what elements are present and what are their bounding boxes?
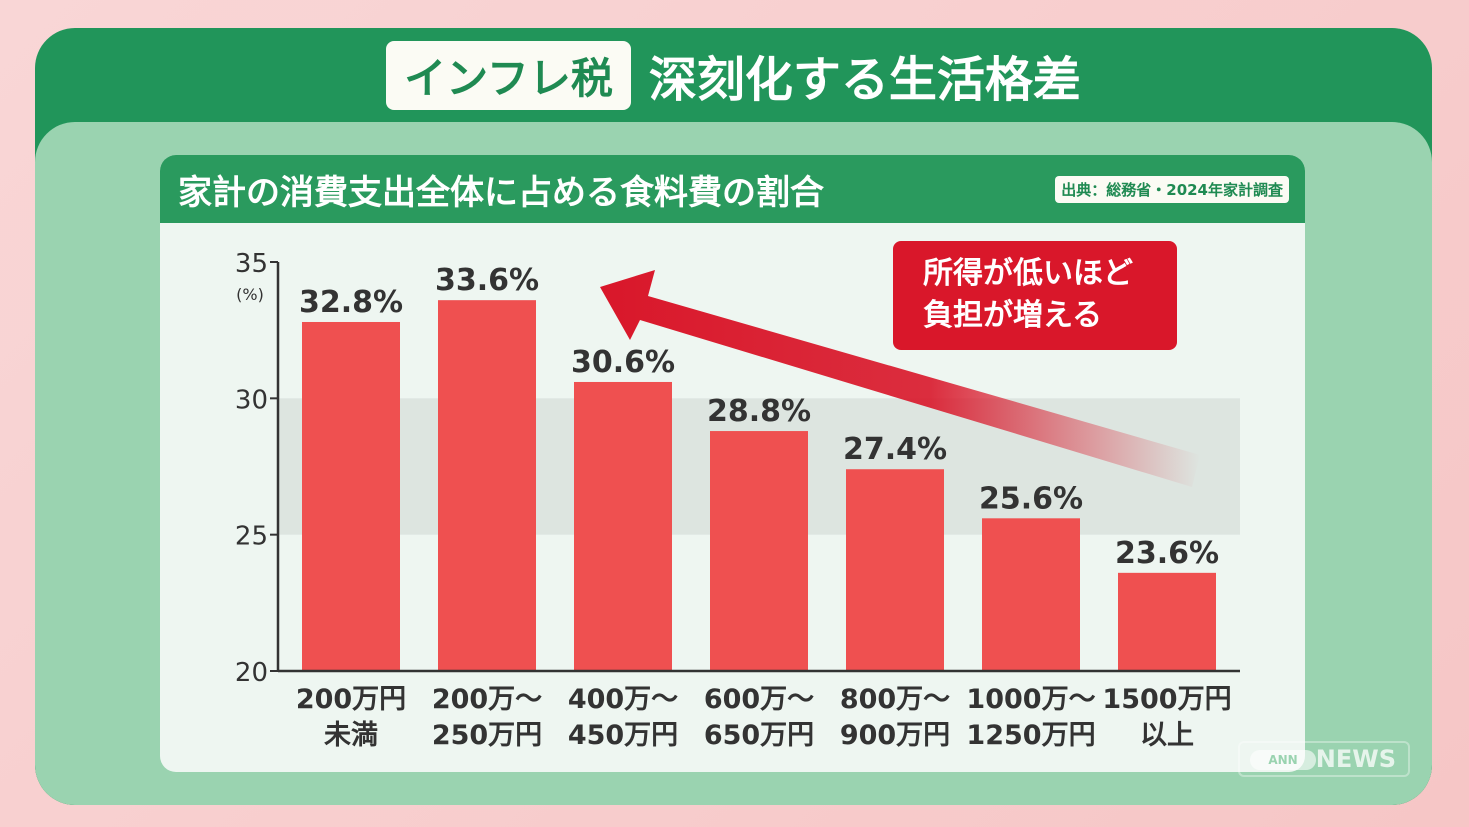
value-label: 28.8% — [707, 394, 811, 429]
x-tick-label: 600万〜 — [704, 684, 814, 715]
value-label: 27.4% — [843, 432, 947, 467]
title-row: インフレ税 深刻化する生活格差 — [35, 28, 1432, 122]
bar — [438, 300, 536, 671]
x-tick-label: 以上 — [1140, 720, 1194, 751]
bar — [710, 431, 808, 671]
callout-box: 所得が低いほど 負担が増える — [893, 241, 1177, 350]
ann-news-logo: ANN NEWS — [1238, 741, 1410, 777]
headline: 深刻化する生活格差 — [648, 52, 1081, 108]
bar — [846, 469, 944, 671]
bar — [574, 381, 672, 671]
x-tick-label: 1250万円 — [966, 720, 1095, 751]
topic-tag: インフレ税 — [386, 40, 631, 110]
chart-title: 家計の消費支出全体に占める食料費の割合 — [178, 172, 824, 213]
callout-line-1: 所得が低いほど — [923, 256, 1133, 291]
bar — [982, 518, 1080, 671]
y-tick-label: 30 — [235, 385, 268, 415]
chart-header: 家計の消費支出全体に占める食料費の割合 出典：総務省・2024年家計調査 — [160, 155, 1305, 223]
x-tick-label: 650万円 — [704, 720, 814, 751]
bar — [1118, 572, 1216, 671]
y-tick-label: 25 — [235, 522, 268, 552]
value-label: 25.6% — [979, 481, 1083, 516]
x-tick-label: 800万〜 — [840, 684, 950, 715]
value-label: 30.6% — [571, 345, 675, 380]
x-tick-label: 200万円 — [296, 684, 406, 715]
logo-text: NEWS — [1315, 745, 1396, 773]
value-label: 33.6% — [435, 263, 539, 298]
x-tick-label: 1500万円 — [1102, 684, 1231, 715]
x-tick-label: 400万〜 — [568, 684, 678, 715]
y-tick-label: 20 — [235, 658, 268, 688]
x-tick-label: 250万円 — [432, 720, 542, 751]
x-tick-label: 200万〜 — [432, 684, 542, 715]
value-label: 32.8% — [299, 285, 403, 320]
x-tick-label: 450万円 — [568, 720, 678, 751]
value-label: 23.6% — [1115, 536, 1219, 571]
x-tick-label: 900万円 — [840, 720, 950, 751]
bar — [302, 321, 400, 671]
logo-pill: ANN — [1250, 750, 1316, 770]
source-note: 出典：総務省・2024年家計調査 — [1055, 175, 1289, 203]
x-tick-label: 未満 — [324, 720, 378, 751]
y-tick-label: 35 — [235, 249, 268, 279]
y-axis-unit: (%) — [236, 285, 264, 304]
callout-line-2: 負担が増える — [923, 298, 1103, 333]
x-tick-label: 1000万〜 — [966, 684, 1095, 715]
trend-arrow-icon — [600, 270, 1200, 487]
